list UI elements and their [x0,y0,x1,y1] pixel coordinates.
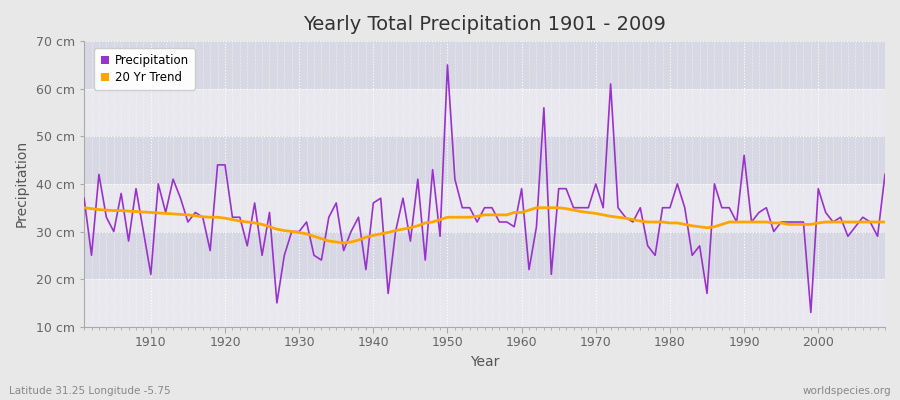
Legend: Precipitation, 20 Yr Trend: Precipitation, 20 Yr Trend [94,48,195,90]
Text: Latitude 31.25 Longitude -5.75: Latitude 31.25 Longitude -5.75 [9,386,171,396]
Bar [84,279,885,327]
Bar [84,232,885,279]
Bar [84,136,885,184]
Text: worldspecies.org: worldspecies.org [803,386,891,396]
Bar [84,41,885,89]
Title: Yearly Total Precipitation 1901 - 2009: Yearly Total Precipitation 1901 - 2009 [303,15,666,34]
Y-axis label: Precipitation: Precipitation [15,140,29,228]
Bar [84,89,885,136]
X-axis label: Year: Year [470,355,500,369]
Bar [84,184,885,232]
